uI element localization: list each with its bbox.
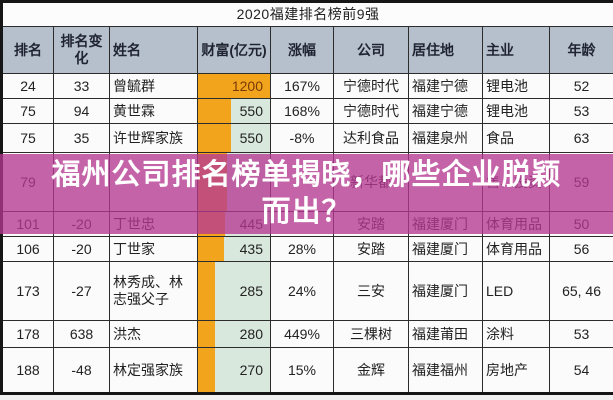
business-cell: 涂料 xyxy=(482,320,550,348)
change-cell: 94 xyxy=(53,98,110,124)
company-cell: 安踏 xyxy=(333,236,409,262)
header-name: 姓名 xyxy=(109,26,198,74)
table-row: 188 -48 林定强家族 270 15% 金辉 福建福州 房地产 54 xyxy=(1,347,613,394)
residence-cell: 福建宁德 xyxy=(408,73,483,99)
rank-cell: 106 xyxy=(1,236,54,262)
table-row: 106 -20 丁世家 435 28% 安踏 福建厦门 体育用品 56 xyxy=(1,236,613,262)
wealth-bar xyxy=(198,99,232,123)
name-cell: 曾毓群 xyxy=(109,73,198,99)
change-cell: -48 xyxy=(53,347,110,394)
company-cell: 三棵树 xyxy=(333,320,409,348)
wealth-cell: 270 xyxy=(197,347,271,394)
wealth-bar xyxy=(198,237,224,261)
pct-cell: 167% xyxy=(270,73,334,99)
change-cell: -27 xyxy=(53,261,110,321)
headline-line-2: 而出？ xyxy=(261,196,352,228)
wealth-cell: 1200 xyxy=(197,73,271,99)
residence-cell: 福建泉州 xyxy=(408,123,483,153)
rank-cell: 178 xyxy=(1,320,54,348)
age-cell: 53 xyxy=(548,320,613,348)
name-cell: 丁世家 xyxy=(109,236,198,262)
change-cell: 33 xyxy=(53,73,110,99)
header-rank: 排名 xyxy=(1,26,54,74)
name-cell: 洪杰 xyxy=(109,320,198,348)
name-cell: 林定强家族 xyxy=(109,347,198,394)
residence-cell: 福建厦门 xyxy=(408,261,483,321)
headline-banner: 福州公司排名榜单揭晓，哪些企业脱颖 而出？ xyxy=(0,154,613,234)
age-cell: 63 xyxy=(548,123,613,153)
business-cell: 体育用品 xyxy=(482,236,550,262)
name-cell: 黄世霖 xyxy=(109,98,198,124)
change-cell: -20 xyxy=(53,236,110,262)
company-cell: 金辉 xyxy=(333,347,409,394)
pct-cell: 28% xyxy=(270,236,334,262)
age-cell: 52 xyxy=(548,73,613,99)
header-change: 排名变化 xyxy=(53,26,110,74)
name-cell: 林秀成、林志强父子 xyxy=(109,261,198,321)
header-business: 主业 xyxy=(482,26,550,74)
rank-cell: 188 xyxy=(1,347,54,394)
header-pct: 涨幅 xyxy=(270,26,334,74)
change-cell: 638 xyxy=(53,320,110,348)
business-cell: 房地产 xyxy=(482,347,550,394)
wealth-cell: 550 xyxy=(197,123,271,153)
table-row: 75 35 许世辉家族 550 -8% 达利食品 福建泉州 食品 63 xyxy=(1,123,613,153)
table-row: 178 638 洪杰 280 449% 三棵树 福建莆田 涂料 53 xyxy=(1,320,613,348)
residence-cell: 福建莆田 xyxy=(408,320,483,348)
table-row: 173 -27 林秀成、林志强父子 285 24% 三安 福建厦门 LED 65… xyxy=(1,261,613,321)
change-cell: 35 xyxy=(53,123,110,153)
header-company: 公司 xyxy=(333,26,409,74)
table-row: 75 94 黄世霖 550 168% 宁德时代 福建宁德 锂电池 53 xyxy=(1,98,613,124)
business-cell: 食品 xyxy=(482,123,550,153)
business-cell: 锂电池 xyxy=(482,98,550,124)
header-age: 年龄 xyxy=(548,26,613,74)
header-wealth: 财富(亿元) xyxy=(197,26,271,74)
table-row: 24 33 曾毓群 1200 167% 宁德时代 福建宁德 锂电池 52 xyxy=(1,73,613,99)
business-cell: LED xyxy=(482,261,550,321)
age-cell: 56 xyxy=(548,236,613,262)
pct-cell: -8% xyxy=(270,123,334,153)
age-cell: 54 xyxy=(548,347,613,394)
company-cell: 达利食品 xyxy=(333,123,409,153)
header-row: 排名 排名变化 姓名 财富(亿元) 涨幅 公司 居住地 主业 年龄 xyxy=(1,26,613,74)
wealth-cell: 550 xyxy=(197,98,271,124)
age-cell: 53 xyxy=(548,98,613,124)
wealth-bar xyxy=(198,348,215,392)
pct-cell: 24% xyxy=(270,261,334,321)
rank-cell: 75 xyxy=(1,123,54,153)
company-cell: 宁德时代 xyxy=(333,98,409,124)
company-cell: 宁德时代 xyxy=(333,73,409,99)
wealth-bar xyxy=(198,74,270,98)
table-title: 2020福建排名榜前9强 xyxy=(0,1,613,27)
wealth-cell: 285 xyxy=(197,261,271,321)
residence-cell: 福建厦门 xyxy=(408,236,483,262)
wealth-cell: 435 xyxy=(197,236,271,262)
wealth-bar xyxy=(198,262,216,320)
pct-cell: 168% xyxy=(270,98,334,124)
headline-line-1: 福州公司排名榜单揭晓，哪些企业脱颖 xyxy=(51,159,562,191)
rank-cell: 75 xyxy=(1,98,54,124)
rank-cell: 173 xyxy=(1,261,54,321)
residence-cell: 福建宁德 xyxy=(408,98,483,124)
wealth-cell: 280 xyxy=(197,320,271,348)
company-cell: 三安 xyxy=(333,261,409,321)
rank-cell: 24 xyxy=(1,73,54,99)
title-row: 2020福建排名榜前9强 xyxy=(0,1,613,27)
wealth-bar xyxy=(198,124,232,152)
header-residence: 居住地 xyxy=(408,26,483,74)
residence-cell: 福建福州 xyxy=(408,347,483,394)
age-cell: 65, 46 xyxy=(548,261,613,321)
business-cell: 锂电池 xyxy=(482,73,550,99)
wealth-bar xyxy=(198,321,215,347)
pct-cell: 449% xyxy=(270,320,334,348)
name-cell: 许世辉家族 xyxy=(109,123,198,153)
pct-cell: 15% xyxy=(270,347,334,394)
